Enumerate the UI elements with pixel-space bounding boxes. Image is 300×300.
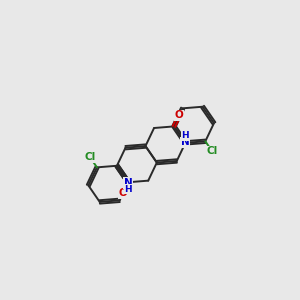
Text: N: N — [124, 178, 133, 188]
Text: H: H — [124, 185, 132, 194]
Text: H: H — [182, 131, 189, 140]
Text: O: O — [175, 110, 184, 120]
Text: O: O — [118, 188, 127, 198]
Text: N: N — [181, 137, 190, 147]
Text: Cl: Cl — [207, 146, 218, 156]
Text: Cl: Cl — [84, 152, 96, 162]
